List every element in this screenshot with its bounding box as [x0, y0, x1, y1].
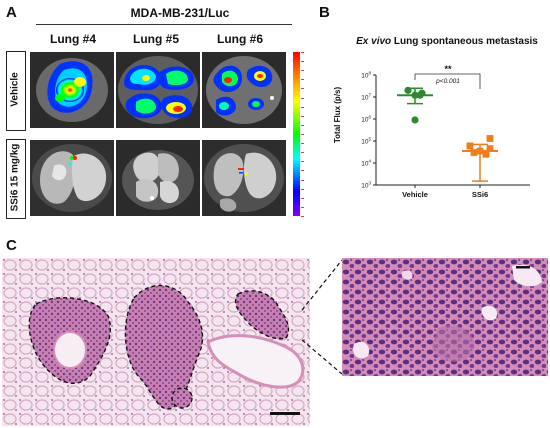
- colorbar-tick: [301, 124, 304, 126]
- data-point-vehicle: [411, 91, 419, 99]
- data-point-ssi6: [486, 145, 494, 153]
- chart-title: Ex vivo Lung spontaneous metastasis: [344, 36, 550, 47]
- colorbar-tick: [301, 88, 304, 90]
- colorbar-tick: [301, 197, 304, 199]
- colorbar-tick: [301, 143, 304, 145]
- ssi6-label: SSi6 15 mg/kg: [9, 143, 21, 212]
- y-tick-label: 106: [361, 115, 371, 124]
- data-point-ssi6: [470, 149, 478, 156]
- data-point-ssi6: [466, 142, 474, 150]
- data-point-ssi6: [476, 147, 484, 155]
- y-tick-label: 107: [361, 93, 371, 102]
- x-tick-label: SSi6: [472, 190, 488, 199]
- significance-bracket: ** p<0.001: [414, 64, 481, 89]
- y-tick-exponent: 4: [368, 159, 371, 164]
- chart-marks: [397, 86, 498, 182]
- colorbar-tick: [301, 134, 304, 135]
- y-tick-label: 108: [361, 71, 371, 80]
- vehicle-label: Vehicle: [9, 72, 21, 107]
- lung-image-vehicle-5: [116, 52, 200, 128]
- lung-image-ssi6-4: [30, 140, 114, 216]
- x-axis: Vehicle SSi6: [376, 184, 530, 199]
- chart-title-italic: Ex vivo: [356, 36, 392, 47]
- colorbar-tick: [301, 106, 304, 108]
- colorbar-tick: [301, 206, 304, 208]
- colorbar-tick: [301, 188, 304, 190]
- colorbar-tick: [301, 61, 304, 63]
- colorbar-tick: [301, 70, 304, 72]
- p-value-label: p<0.001: [435, 78, 460, 85]
- significance-stars: **: [444, 64, 452, 74]
- total-flux-chart: Total Flux (p/s) 103 104 105 106 107 108 Vehi…: [333, 64, 530, 199]
- y-tick-exponent: 7: [368, 93, 371, 98]
- lung-4-label: Lung #4: [49, 32, 96, 46]
- chart-title-rest: Lung spontaneous metastasis: [391, 36, 538, 47]
- cell-line-title: MDA-MB-231/Luc: [130, 6, 230, 20]
- intensity-colorbar: [293, 52, 300, 216]
- data-point-vehicle: [404, 86, 412, 94]
- colorbar-tick: [301, 79, 304, 81]
- lung-image-vehicle-6: [202, 52, 286, 128]
- colorbar-tick: [301, 161, 304, 163]
- data-point-vehicle: [411, 116, 419, 124]
- x-tick-label: Vehicle: [402, 190, 428, 199]
- colorbar-tick: [301, 179, 304, 181]
- vehicle-label-box: [6, 51, 26, 131]
- ssi6-label-box: [6, 139, 26, 219]
- y-tick-label: 103: [361, 181, 371, 190]
- panel-b-letter: B: [319, 4, 330, 21]
- colorbar-tick: [301, 97, 304, 99]
- data-point-ssi6: [486, 135, 494, 142]
- histology-zoom-image: [342, 258, 548, 376]
- lung-image-vehicle-4: [30, 52, 114, 128]
- colorbar-tick: [301, 216, 304, 217]
- zoom-connector-lines: [301, 259, 343, 375]
- colorbar-tick: [301, 115, 304, 117]
- y-tick-label: 104: [361, 159, 371, 168]
- panel-c-letter: C: [6, 237, 17, 254]
- lung-5-label: Lung #5: [132, 32, 179, 46]
- lung-image-ssi6-6: [202, 140, 286, 216]
- colorbar-ticks: [301, 52, 307, 217]
- histology-overview-image: [2, 258, 310, 426]
- panel-a-letter: A: [6, 4, 17, 21]
- y-axis: 103 104 105 106 107 108: [361, 71, 377, 190]
- data-point-vehicle: [416, 91, 424, 99]
- colorbar-tick: [301, 170, 304, 172]
- y-tick-exponent: 3: [368, 181, 371, 186]
- y-tick-exponent: 6: [368, 115, 371, 120]
- y-tick-exponent: 8: [368, 71, 371, 76]
- y-tick-exponent: 5: [368, 137, 371, 142]
- colorbar-tick: [301, 52, 304, 53]
- y-axis-label: Total Flux (p/s): [333, 87, 342, 144]
- data-point-ssi6: [482, 150, 490, 158]
- lung-6-label: Lung #6: [216, 32, 263, 46]
- y-tick-label: 105: [361, 137, 371, 146]
- lung-image-ssi6-5: [116, 140, 200, 216]
- cell-line-underline: [36, 24, 292, 25]
- colorbar-tick: [301, 152, 304, 154]
